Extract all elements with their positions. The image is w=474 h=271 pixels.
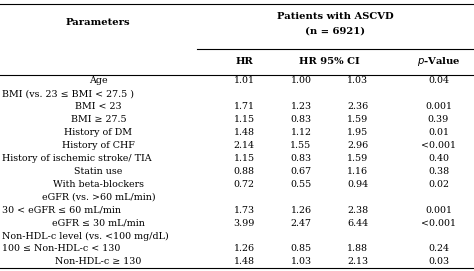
Text: Non-HDL-c ≥ 130: Non-HDL-c ≥ 130: [55, 257, 142, 266]
Text: Statin use: Statin use: [74, 167, 123, 176]
Text: 1.00: 1.00: [291, 76, 311, 85]
Text: 1.15: 1.15: [234, 154, 255, 163]
Text: 1.73: 1.73: [234, 206, 255, 215]
Text: $\it{p}$-Value: $\it{p}$-Value: [417, 55, 460, 68]
Text: 1.01: 1.01: [234, 76, 255, 85]
Text: 0.85: 0.85: [291, 244, 311, 253]
Text: 1.48: 1.48: [234, 257, 255, 266]
Text: 1.26: 1.26: [234, 244, 255, 253]
Text: 0.24: 0.24: [428, 244, 449, 253]
Text: 1.55: 1.55: [291, 141, 311, 150]
Text: <0.001: <0.001: [421, 219, 456, 228]
Text: History of CHF: History of CHF: [62, 141, 135, 150]
Text: 100 ≤ Non-HDL-c < 130: 100 ≤ Non-HDL-c < 130: [2, 244, 121, 253]
Text: <0.001: <0.001: [421, 141, 456, 150]
Text: eGFR ≤ 30 mL/min: eGFR ≤ 30 mL/min: [52, 219, 145, 228]
Text: BMI < 23: BMI < 23: [75, 102, 122, 111]
Text: 0.88: 0.88: [234, 167, 255, 176]
Text: BMI (vs. 23 ≤ BMI < 27.5 ): BMI (vs. 23 ≤ BMI < 27.5 ): [2, 89, 134, 98]
Text: 1.48: 1.48: [234, 128, 255, 137]
Text: 0.04: 0.04: [428, 76, 449, 85]
Text: 1.88: 1.88: [347, 244, 368, 253]
Text: 6.44: 6.44: [347, 219, 368, 228]
Text: Age: Age: [89, 76, 108, 85]
Text: 2.38: 2.38: [347, 206, 368, 215]
Text: 1.23: 1.23: [291, 102, 311, 111]
Text: 0.38: 0.38: [428, 167, 449, 176]
Text: 0.72: 0.72: [234, 180, 255, 189]
Text: 1.95: 1.95: [347, 128, 368, 137]
Text: 0.67: 0.67: [291, 167, 311, 176]
Text: Non-HDL-c level (vs. <100 mg/dL): Non-HDL-c level (vs. <100 mg/dL): [2, 231, 169, 241]
Text: (n = 6921): (n = 6921): [305, 27, 365, 36]
Text: 1.15: 1.15: [234, 115, 255, 124]
Text: History of ischemic stroke/ TIA: History of ischemic stroke/ TIA: [2, 154, 152, 163]
Text: 0.94: 0.94: [347, 180, 368, 189]
Text: BMI ≥ 27.5: BMI ≥ 27.5: [71, 115, 126, 124]
Text: 0.40: 0.40: [428, 154, 449, 163]
Text: Patients with ASCVD: Patients with ASCVD: [277, 12, 394, 21]
Text: 0.83: 0.83: [291, 115, 311, 124]
Text: eGFR (vs. >60 mL/min): eGFR (vs. >60 mL/min): [42, 193, 155, 202]
Text: 1.59: 1.59: [347, 115, 368, 124]
Text: 1.03: 1.03: [291, 257, 311, 266]
Text: 2.13: 2.13: [347, 257, 368, 266]
Text: Parameters: Parameters: [66, 18, 131, 27]
Text: 2.96: 2.96: [347, 141, 368, 150]
Text: 1.59: 1.59: [347, 154, 368, 163]
Text: 2.36: 2.36: [347, 102, 368, 111]
Text: 1.12: 1.12: [291, 128, 311, 137]
Text: HR: HR: [235, 57, 253, 66]
Text: With beta-blockers: With beta-blockers: [53, 180, 144, 189]
Text: 0.39: 0.39: [428, 115, 449, 124]
Text: 3.99: 3.99: [233, 219, 255, 228]
Text: 0.001: 0.001: [425, 206, 452, 215]
Text: 0.02: 0.02: [428, 180, 449, 189]
Text: 0.01: 0.01: [428, 128, 449, 137]
Text: 1.03: 1.03: [347, 76, 368, 85]
Text: 1.16: 1.16: [347, 167, 368, 176]
Text: 0.83: 0.83: [291, 154, 311, 163]
Text: 1.26: 1.26: [291, 206, 311, 215]
Text: 0.001: 0.001: [425, 102, 452, 111]
Text: 0.03: 0.03: [428, 257, 449, 266]
Text: 30 < eGFR ≤ 60 mL/min: 30 < eGFR ≤ 60 mL/min: [2, 206, 121, 215]
Text: 1.71: 1.71: [234, 102, 255, 111]
Text: 2.47: 2.47: [291, 219, 311, 228]
Text: 0.55: 0.55: [291, 180, 311, 189]
Text: 2.14: 2.14: [234, 141, 255, 150]
Text: HR 95% CI: HR 95% CI: [299, 57, 360, 66]
Text: History of DM: History of DM: [64, 128, 132, 137]
